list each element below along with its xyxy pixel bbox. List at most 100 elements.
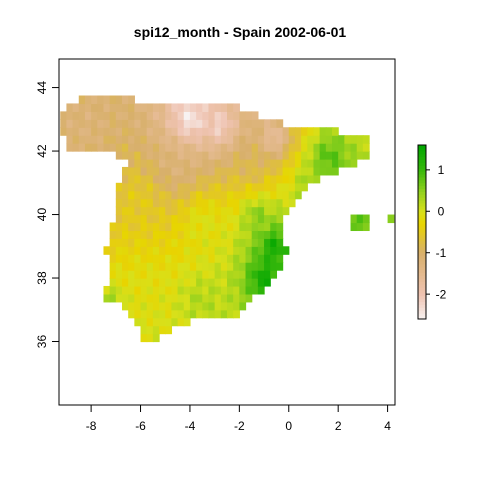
spi-cell [183,309,191,319]
spi-cell [122,119,129,128]
spi-cell [350,135,358,144]
spi-cell [294,182,302,192]
spi-cell [122,270,129,279]
spi-cell [122,174,129,184]
spi-cell [245,246,253,255]
spi-cell [245,127,253,136]
spi-cell [152,293,160,303]
spi-cell [313,158,321,168]
spi-cell [103,285,111,295]
spi-cell [140,166,148,176]
spi-cell [251,151,259,160]
spi-cell [128,190,135,200]
spi-cell [183,317,191,327]
colorbar-segment [418,220,426,224]
spi-cell [171,119,179,128]
spi-cell [227,309,234,319]
spi-cell [183,285,191,295]
spi-cell [115,143,123,152]
spi-cell [239,166,247,176]
spi-cell [140,317,148,327]
colorbar-segment [418,234,426,239]
spi-cell [128,182,135,192]
spi-cell [233,182,240,192]
spi-cell [159,143,166,152]
spi-cell [189,127,197,136]
spi-cell [115,95,123,105]
spi-cell [128,166,135,176]
spi-cell [220,230,228,239]
spi-cell [115,190,123,200]
y-tick-label: 36 [35,335,49,349]
spi-cell [239,262,247,271]
spi-cell [362,135,370,144]
spi-raster [60,95,395,343]
spi-cell [128,151,135,160]
spi-cell [227,301,234,311]
spi-cell [257,278,265,287]
spi-cell [270,270,278,279]
spi-cell [128,135,135,144]
spi-cell [115,198,123,208]
spi-cell [208,278,216,287]
spi-cell [332,143,339,152]
spi-cell [165,143,173,152]
spi-cell [91,95,98,105]
spi-cell [109,270,117,279]
spi-cell [152,119,160,128]
spi-cell [171,317,179,327]
spi-cell [134,182,142,192]
spi-cell [134,103,142,112]
spi-cell [134,151,142,160]
colorbar-segment [418,307,426,311]
colorbar-segment [418,191,426,195]
spi-cell [313,143,321,152]
spi-cell [165,317,173,327]
spi-cell [146,174,154,184]
spi-cell [220,135,228,144]
spi-cell [66,135,74,144]
spi-cell [270,262,278,271]
spi-cell [214,293,222,303]
spi-cell [109,95,117,105]
spi-cell [146,285,154,295]
spi-cell [152,278,160,287]
spi-cell [264,270,271,279]
spi-cell [196,309,203,319]
spi-cell [220,270,228,279]
spi-cell [196,262,203,271]
spi-cell [165,103,173,112]
spi-cell [294,135,302,144]
spi-cell [220,198,228,208]
spi-cell [177,166,185,176]
spi-cell [134,230,142,239]
spi-cell [189,301,197,311]
spi-cell [245,111,253,120]
spi-cell [177,285,185,295]
spi-cell [128,254,135,263]
spi-cell [276,262,284,271]
spi-cell [165,222,173,232]
spi-cell [257,151,265,160]
spi-cell [270,206,278,216]
spi-cell [257,182,265,192]
spi-cell [270,214,278,224]
spi-cell [344,135,352,144]
spi-cell [122,206,129,216]
spi-cell [239,182,247,192]
spi-cell [177,135,185,144]
spi-cell [264,262,271,271]
spi-cell [276,190,284,200]
spi-cell [196,174,203,184]
spi-cell [66,111,74,120]
spi-cell [171,301,179,311]
spi-cell [208,206,216,216]
spi-cell [251,143,259,152]
spi-cell [177,254,185,263]
spi-cell [257,190,265,200]
spi-cell [362,214,370,224]
spi-cell [115,182,123,192]
spi-cell [189,230,197,239]
spi-cell [233,301,240,311]
spi-cell [208,238,216,247]
